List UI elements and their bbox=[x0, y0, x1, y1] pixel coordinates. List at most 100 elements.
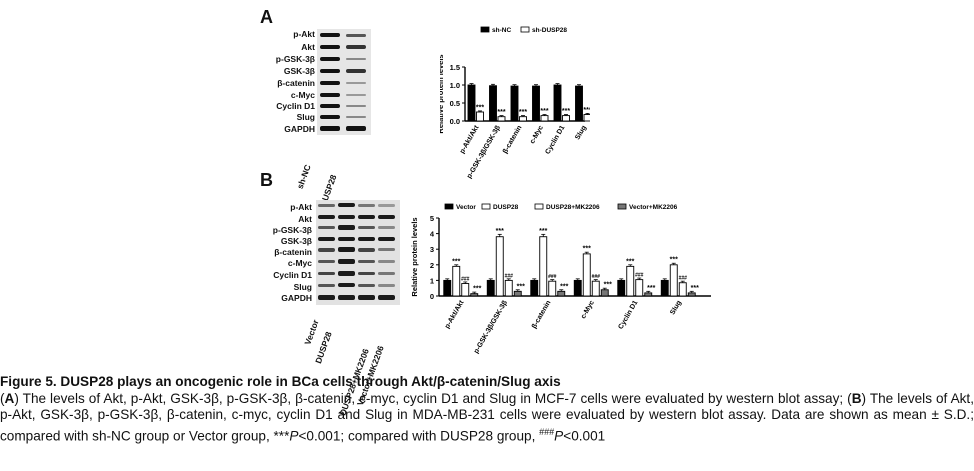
panel-a-label: A bbox=[260, 7, 273, 27]
bar bbox=[476, 111, 484, 122]
blot-b-lane-label: Vector bbox=[302, 318, 321, 347]
bar bbox=[617, 279, 626, 297]
bar bbox=[626, 265, 635, 297]
x-tick-label: Cyclin D1 bbox=[617, 299, 639, 330]
legend-label: sh-NC bbox=[492, 27, 511, 34]
bar bbox=[600, 289, 609, 297]
legend-swatch bbox=[480, 26, 490, 33]
caption-p-value: <0.001 bbox=[563, 428, 606, 444]
y-axis-label: Relative protein levels bbox=[410, 217, 419, 296]
bar bbox=[470, 293, 479, 297]
bar bbox=[678, 282, 687, 297]
blot-b-row-label: c-Myc bbox=[287, 258, 312, 268]
legend-label: Vector bbox=[456, 204, 476, 211]
y-tick-label: 3 bbox=[430, 245, 434, 254]
blot-b-row-label: β-catenin bbox=[274, 247, 312, 257]
caption-text-a: ) The levels of Akt, p-Akt, GSK-3β, p-GS… bbox=[14, 390, 852, 406]
panel-b-label: B bbox=[260, 170, 273, 190]
blot-a-row-label: p-Akt bbox=[293, 29, 315, 39]
y-tick-label: 5 bbox=[430, 214, 434, 223]
bar bbox=[486, 279, 495, 297]
y-tick-label: 0 bbox=[430, 292, 434, 301]
bar bbox=[575, 85, 583, 122]
chart-b: 0 1 2 3 4 5 Relative protein levels Vector DUSP2… bbox=[410, 203, 711, 355]
bar bbox=[504, 279, 513, 297]
blot-b-row-label: Slug bbox=[293, 282, 312, 292]
bar bbox=[513, 290, 522, 297]
panel-b-blot-image bbox=[316, 200, 400, 305]
blot-b-row-label: GAPDH bbox=[281, 293, 312, 303]
legend-label: DUSP28+MK2206 bbox=[546, 204, 600, 211]
bar bbox=[497, 116, 506, 122]
blot-a-row-label: Akt bbox=[301, 42, 315, 52]
bar bbox=[687, 292, 696, 297]
x-tick-label: β-catenin bbox=[531, 300, 553, 330]
legend-swatch bbox=[617, 203, 627, 210]
significance-marker: *** bbox=[626, 258, 634, 265]
bar bbox=[452, 265, 461, 297]
blot-b-row-label: p-GSK-3β bbox=[272, 225, 312, 235]
bar bbox=[644, 292, 653, 297]
bar bbox=[530, 279, 539, 297]
chart-a: 0.0 0.5 1.0 1.5 Relative protein levels sh-NC… bbox=[440, 26, 590, 180]
x-tick-label: c-Myc bbox=[529, 124, 545, 145]
bar bbox=[583, 114, 590, 122]
figure-caption: Figure 5. DUSP28 plays an oncogenic role… bbox=[0, 374, 974, 445]
blot-a-row-label: GAPDH bbox=[284, 124, 315, 134]
legend-swatch bbox=[444, 203, 454, 210]
bar bbox=[660, 279, 669, 297]
significance-marker: ### bbox=[548, 274, 557, 280]
bar bbox=[489, 85, 497, 122]
bar bbox=[582, 253, 591, 297]
blot-b-row-label: Akt bbox=[298, 214, 312, 224]
y-axis-label: Relative protein levels bbox=[440, 54, 445, 133]
caption-label-b: B bbox=[851, 390, 862, 406]
significance-marker: ### bbox=[461, 276, 470, 282]
caption-p-symbol: P bbox=[289, 428, 299, 444]
significance-marker: *** bbox=[473, 286, 481, 293]
bar bbox=[591, 280, 600, 297]
blot-a-row-label: β-catenin bbox=[277, 78, 315, 88]
x-tick-label: c-Myc bbox=[580, 299, 596, 320]
significance-marker: ### bbox=[635, 273, 644, 279]
blot-b-lane-label: DUSP28 bbox=[313, 330, 334, 365]
significance-marker: *** bbox=[670, 257, 678, 264]
bar bbox=[510, 85, 519, 122]
caption-body: (A) The levels of Akt, p-Akt, GSK-3β, p-… bbox=[0, 390, 974, 444]
y-tick-label: 1.5 bbox=[450, 63, 460, 72]
significance-marker: ### bbox=[505, 273, 514, 279]
caption-title: Figure 5. DUSP28 plays an oncogenic role… bbox=[0, 374, 561, 389]
panel-a-blot-image bbox=[317, 29, 371, 135]
x-tick-label: Slug bbox=[574, 125, 588, 142]
significance-marker: *** bbox=[604, 282, 612, 289]
legend-label: DUSP28 bbox=[493, 204, 519, 211]
significance-marker: *** bbox=[647, 285, 655, 292]
bar bbox=[443, 279, 452, 297]
bar bbox=[635, 279, 644, 297]
significance-marker: *** bbox=[519, 109, 527, 116]
y-tick-label: 1 bbox=[430, 276, 434, 285]
blot-a-row-label: c-Myc bbox=[290, 90, 315, 100]
blot-b-row-label: p-Akt bbox=[290, 202, 312, 212]
significance-marker: *** bbox=[476, 104, 484, 111]
significance-marker: ### bbox=[679, 276, 688, 282]
y-tick-label: 1.0 bbox=[450, 81, 460, 90]
significance-marker: *** bbox=[517, 283, 525, 290]
bar bbox=[669, 264, 678, 297]
bar bbox=[562, 115, 570, 122]
blot-a-row-label: p-GSK-3β bbox=[275, 54, 315, 64]
x-tick-label: p-GSK-3β/GSK-3β bbox=[473, 299, 509, 355]
blot-a-row-label: GSK-3β bbox=[283, 66, 315, 76]
x-tick-label: p-Akt/Akt bbox=[444, 299, 466, 330]
x-tick-label: β-catenin bbox=[502, 125, 524, 155]
legend-swatch bbox=[520, 26, 530, 33]
bar bbox=[519, 116, 527, 122]
y-tick-label: 4 bbox=[430, 230, 435, 239]
y-tick-label: 0.5 bbox=[450, 99, 460, 108]
bar bbox=[461, 283, 470, 297]
blot-a-row-label: Slug bbox=[296, 112, 315, 122]
bar bbox=[540, 115, 549, 122]
significance-marker: *** bbox=[496, 228, 504, 235]
blot-a-lane-label: sh-NC bbox=[294, 163, 313, 191]
x-tick-label: Slug bbox=[669, 300, 683, 317]
